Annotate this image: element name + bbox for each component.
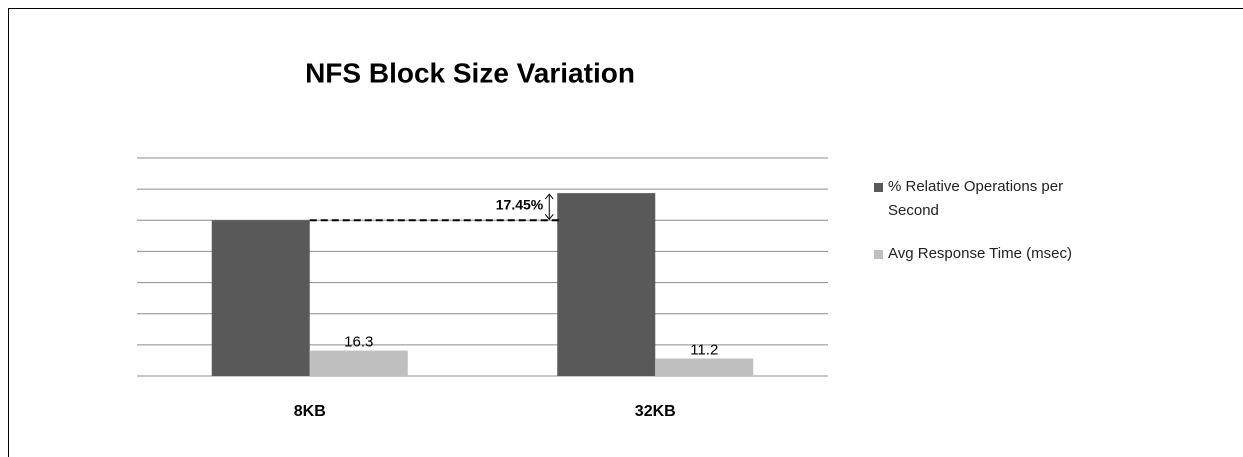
bar [211,220,310,376]
chart-title: NFS Block Size Variation [305,57,635,88]
data-label: 11.2 [690,342,718,359]
legend-label: % Relative Operations per Second [888,178,1064,219]
legend-swatch [874,183,883,192]
bar [655,358,754,376]
legend-label: Avg Response Time (msec) [888,245,1072,262]
x-tick-label: 8KB [294,403,326,420]
data-label: 16.3 [344,334,373,351]
annotation: 17.45% [496,196,544,212]
bar [309,350,408,376]
frame [8,8,1243,457]
bar [557,193,656,376]
x-tick-label: 32KB [635,403,676,420]
legend-item: % Relative Operations per Second [874,175,1088,223]
legend-item: Avg Response Time (msec) [874,242,1118,266]
legend-swatch [874,250,883,259]
arrow-head [544,193,554,221]
